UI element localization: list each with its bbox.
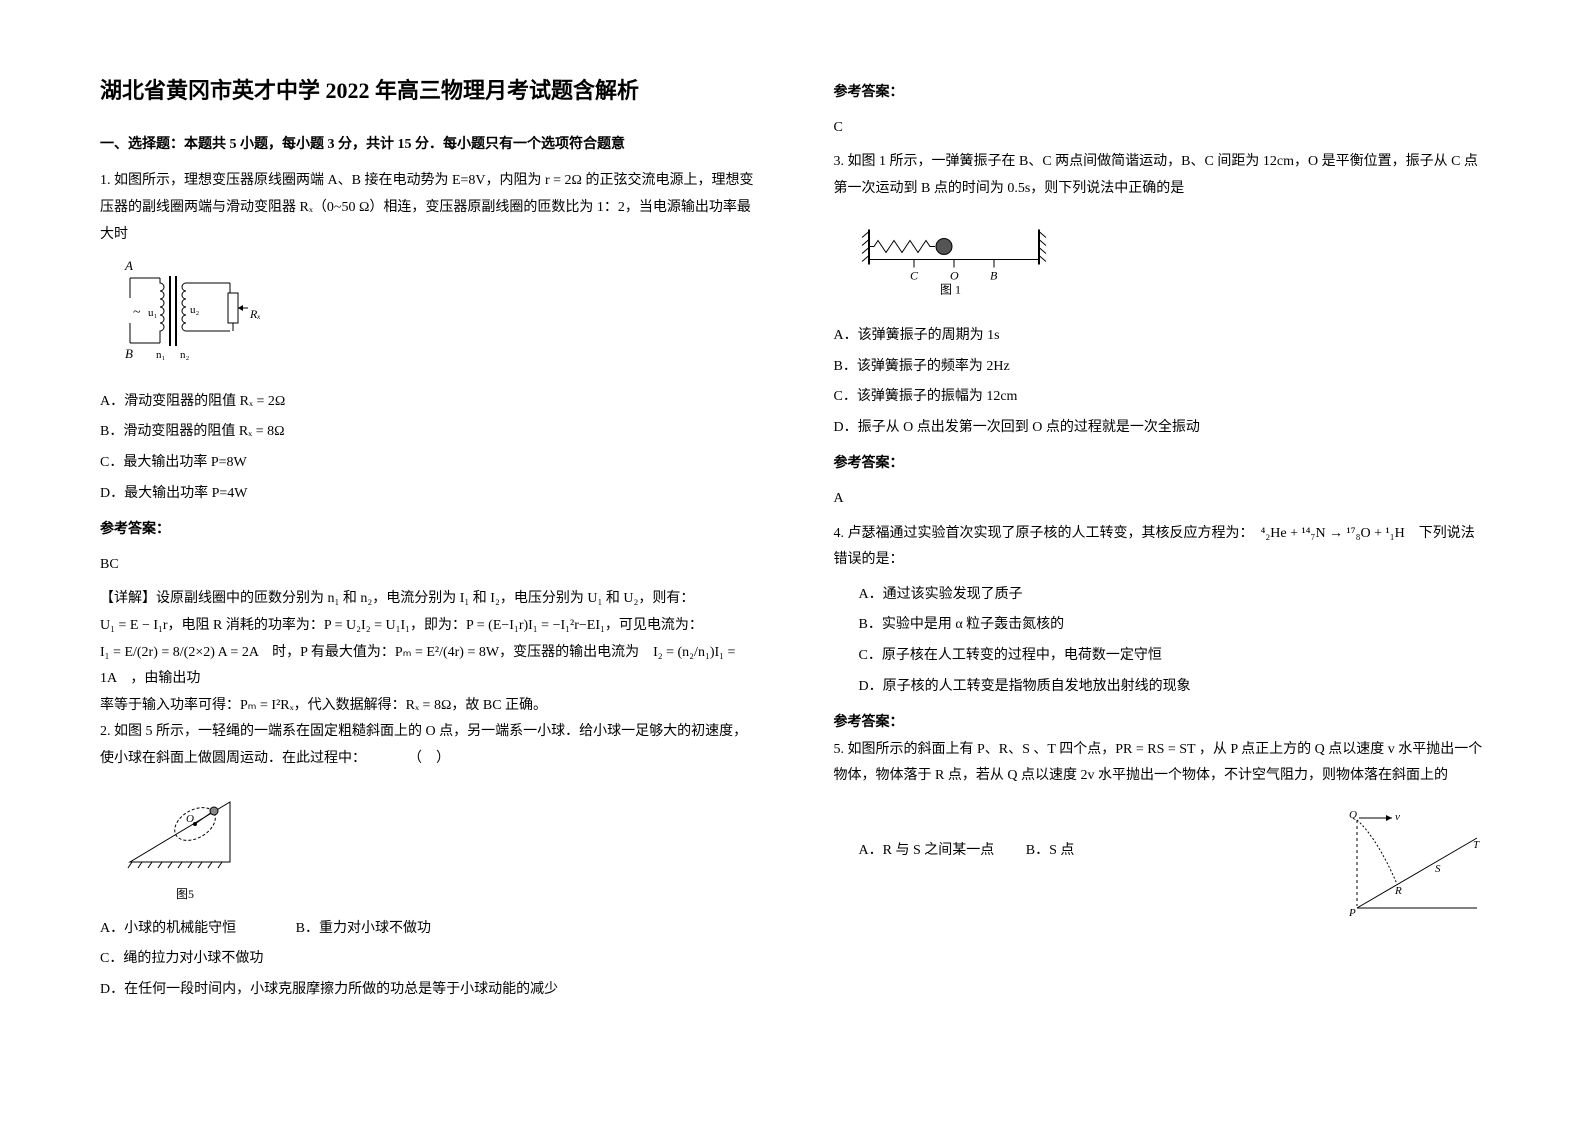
q2-option-ab: A．小球的机械能守恒 B．重力对小球不做功 bbox=[100, 916, 754, 943]
q1-explain-1: 【详解】设原副线圈中的匝数分别为 n₁ 和 n₂，电流分别为 I₁ 和 I₂，电… bbox=[100, 586, 754, 613]
q3-option-c: C．该弹簧振子的振幅为 12cm bbox=[834, 384, 1488, 411]
projectile-svg: P R S T Q v bbox=[1347, 798, 1487, 918]
svg-text:u₂: u₂ bbox=[190, 304, 200, 316]
svg-text:Q: Q bbox=[1349, 809, 1357, 821]
q3-stem: 3. 如图 1 所示，一弹簧振子在 B、C 两点间做简谐运动，B、C 间距为 1… bbox=[834, 149, 1488, 202]
exam-title: 湖北省黄冈市英才中学 2022 年高三物理月考试题含解析 bbox=[100, 70, 754, 112]
q4-stem: 4. 卢瑟福通过实验首次实现了原子核的人工转变，其核反应方程为： ⁴₂He + … bbox=[834, 521, 1488, 574]
q5-option-b: B．S 点 bbox=[1026, 843, 1075, 858]
svg-text:O: O bbox=[186, 813, 194, 825]
svg-text:v: v bbox=[1395, 811, 1400, 823]
q5-stem: 5. 如图所示的斜面上有 P、R、S 、T 四个点，PR = RS = ST ，… bbox=[834, 737, 1488, 790]
svg-text:P: P bbox=[1348, 907, 1356, 918]
q2-answer: C bbox=[834, 115, 1488, 142]
q3-option-d: D．振子从 O 点出发第一次回到 O 点的过程就是一次全振动 bbox=[834, 415, 1488, 442]
right-column: 参考答案： C 3. 如图 1 所示，一弹簧振子在 B、C 两点间做简谐运动，B… bbox=[834, 70, 1488, 1052]
q1-answer-label: 参考答案： bbox=[100, 517, 754, 544]
q2-option-d: D．在任何一段时间内，小球克服摩擦力所做的功总是等于小球动能的减少 bbox=[100, 977, 754, 1004]
svg-text:O: O bbox=[950, 269, 959, 283]
transformer-diagram: A B ~ Rₓ u₁ u₂ n₁ bbox=[120, 258, 754, 379]
q4-option-d: D．原子核的人工转变是指物质自发地放出射线的现象 bbox=[859, 674, 1488, 701]
q1-option-a: A．滑动变阻器的阻值 Rₓ = 2Ω bbox=[100, 389, 754, 416]
q2-option-c: C．绳的拉力对小球不做功 bbox=[100, 946, 754, 973]
q1-options: A．滑动变阻器的阻值 Rₓ = 2Ω B．滑动变阻器的阻值 Rₓ = 8Ω C．… bbox=[100, 389, 754, 507]
q1-stem: 1. 如图所示，理想变压器原线圈两端 A、B 接在电动势为 E=8V，内阻为 r… bbox=[100, 168, 754, 248]
q3-option-b: B．该弹簧振子的频率为 2Hz bbox=[834, 354, 1488, 381]
q4-options: A．通过该实验发现了质子 B．实验中是用 α 粒子轰击氮核的 C．原子核在人工转… bbox=[834, 582, 1488, 700]
svg-text:S: S bbox=[1435, 863, 1441, 875]
q3-answer: A bbox=[834, 486, 1488, 513]
q3-option-a: A．该弹簧振子的周期为 1s bbox=[834, 323, 1488, 350]
incline-diagram: O 图5 bbox=[120, 782, 754, 905]
transformer-svg: A B ~ Rₓ u₁ u₂ n₁ bbox=[120, 258, 280, 368]
svg-text:Rₓ: Rₓ bbox=[249, 307, 261, 321]
q3-answer-label: 参考答案： bbox=[834, 451, 1488, 478]
q3-fig-label: 图 1 bbox=[940, 283, 961, 297]
q1-explain-2: U₁ = E − I₁r，电阻 R 消耗的功率为：P = U₂I₂ = U₁I₁… bbox=[100, 613, 754, 640]
q4-option-a: A．通过该实验发现了质子 bbox=[859, 582, 1488, 609]
svg-text:A: A bbox=[124, 258, 133, 273]
q3-options: A．该弹簧振子的周期为 1s B．该弹簧振子的频率为 2Hz C．该弹簧振子的振… bbox=[834, 323, 1488, 441]
q1-explain-4: 率等于输入功率可得：Pₘ = I²Rₓ，代入数据解得：Rₓ = 8Ω，故 BC … bbox=[100, 693, 754, 720]
q1-explain-3: I₁ = E/(2r) = 8/(2×2) A = 2A 时，P 有最大值为：P… bbox=[100, 640, 754, 693]
q5-row: P R S T Q v A．R 与 S 之间某一点 B．S 点 bbox=[834, 798, 1488, 918]
q4-answer-label: 参考答案： bbox=[834, 710, 1488, 737]
q2-answer-label: 参考答案： bbox=[834, 80, 1488, 107]
svg-text:~: ~ bbox=[133, 305, 141, 320]
svg-text:u₁: u₁ bbox=[148, 307, 158, 319]
q1-option-c: C．最大输出功率 P=8W bbox=[100, 450, 754, 477]
svg-text:n₂: n₂ bbox=[180, 349, 190, 361]
q2-stem: 2. 如图 5 所示，一轻绳的一端系在固定粗糙斜面上的 O 点，另一端系一小球．… bbox=[100, 719, 754, 772]
svg-text:n₁: n₁ bbox=[156, 349, 166, 361]
q5-option-a: A．R 与 S 之间某一点 bbox=[859, 843, 995, 858]
left-column: 湖北省黄冈市英才中学 2022 年高三物理月考试题含解析 一、选择题：本题共 5… bbox=[100, 70, 754, 1052]
section-1-header: 一、选择题：本题共 5 小题，每小题 3 分，共计 15 分．每小题只有一个选项… bbox=[100, 132, 754, 159]
svg-text:R: R bbox=[1394, 885, 1402, 897]
q1-option-b: B．滑动变阻器的阻值 Rₓ = 8Ω bbox=[100, 419, 754, 446]
svg-text:T: T bbox=[1473, 839, 1480, 851]
svg-text:B: B bbox=[125, 346, 133, 361]
q2-option-b: B．重力对小球不做功 bbox=[296, 921, 431, 936]
spring-svg: C O B 图 1 bbox=[854, 212, 1054, 302]
incline-svg: O bbox=[120, 782, 250, 872]
q1-answer: BC bbox=[100, 552, 754, 579]
q1-option-d: D．最大输出功率 P=4W bbox=[100, 481, 754, 508]
q2-options: A．小球的机械能守恒 B．重力对小球不做功 C．绳的拉力对小球不做功 D．在任何… bbox=[100, 916, 754, 1004]
q4-option-c: C．原子核在人工转变的过程中，电荷数一定守恒 bbox=[859, 643, 1488, 670]
spring-diagram: C O B 图 1 bbox=[854, 212, 1488, 313]
q2-fig-label: 图5 bbox=[120, 883, 250, 906]
q2-option-a: A．小球的机械能守恒 bbox=[100, 921, 236, 936]
svg-text:B: B bbox=[990, 269, 998, 283]
svg-text:C: C bbox=[910, 269, 919, 283]
q4-option-b: B．实验中是用 α 粒子轰击氮核的 bbox=[859, 612, 1488, 639]
